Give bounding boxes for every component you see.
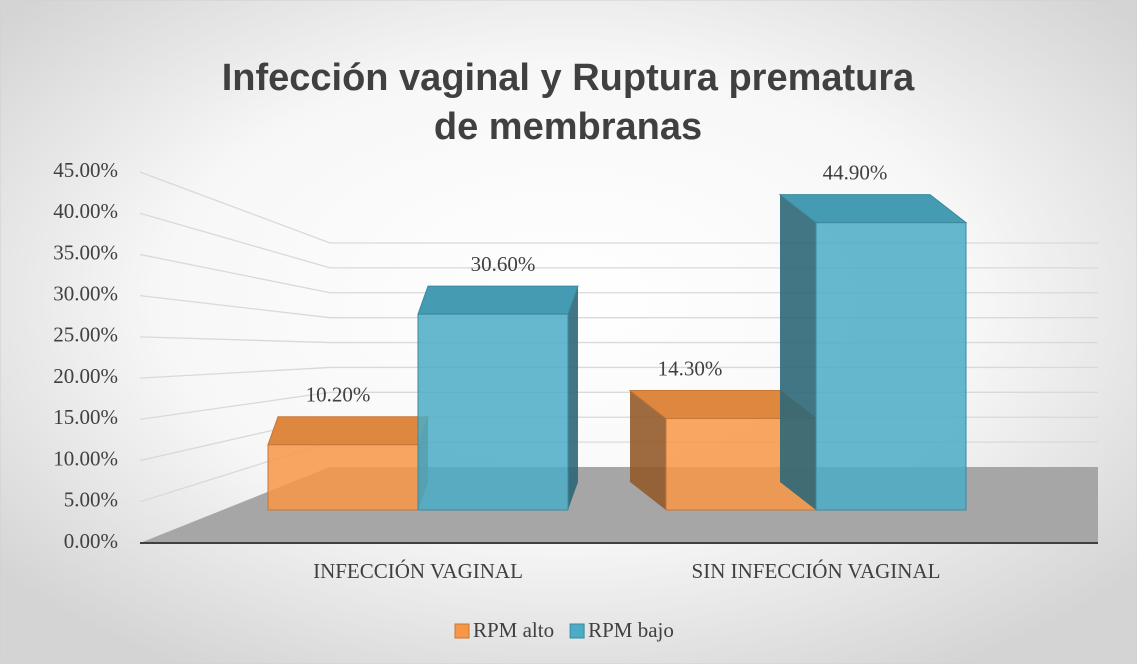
bar-side xyxy=(568,286,578,510)
y-tick-label: 45.00% xyxy=(53,158,118,182)
x-tick-label: INFECCIÓN VAGINAL xyxy=(313,559,523,583)
y-tick-label: 0.00% xyxy=(64,529,118,553)
y-tick-label: 40.00% xyxy=(53,199,118,223)
legend-swatch xyxy=(454,623,470,639)
bar-top xyxy=(417,285,579,315)
y-tick-label: 15.00% xyxy=(53,405,118,429)
bar-front xyxy=(267,444,419,511)
bar-front xyxy=(815,222,967,511)
y-tick-label: 5.00% xyxy=(64,488,118,512)
data-label: 44.90% xyxy=(823,160,888,184)
bar-front xyxy=(417,313,569,511)
legend-label: RPM alto xyxy=(473,618,554,642)
bar-side xyxy=(780,194,816,510)
bar xyxy=(417,285,579,511)
bar-top xyxy=(267,416,429,446)
bar xyxy=(778,194,968,511)
legend-swatch xyxy=(569,623,585,639)
y-tick-label: 30.00% xyxy=(53,281,118,305)
x-tick-label: SIN INFECCIÓN VAGINAL xyxy=(692,559,941,583)
y-tick-label: 20.00% xyxy=(53,364,118,388)
y-tick-label: 10.00% xyxy=(53,446,118,470)
data-label: 10.20% xyxy=(306,383,371,407)
bar xyxy=(267,416,429,511)
data-label: 14.30% xyxy=(658,356,723,380)
data-label: 30.60% xyxy=(471,252,536,276)
chart-title: Infección vaginal y Ruptura prematura de … xyxy=(222,57,915,148)
legend-label: RPM bajo xyxy=(588,618,674,642)
y-tick-label: 25.00% xyxy=(53,323,118,347)
y-tick-label: 35.00% xyxy=(53,240,118,264)
bar-side xyxy=(630,390,666,510)
